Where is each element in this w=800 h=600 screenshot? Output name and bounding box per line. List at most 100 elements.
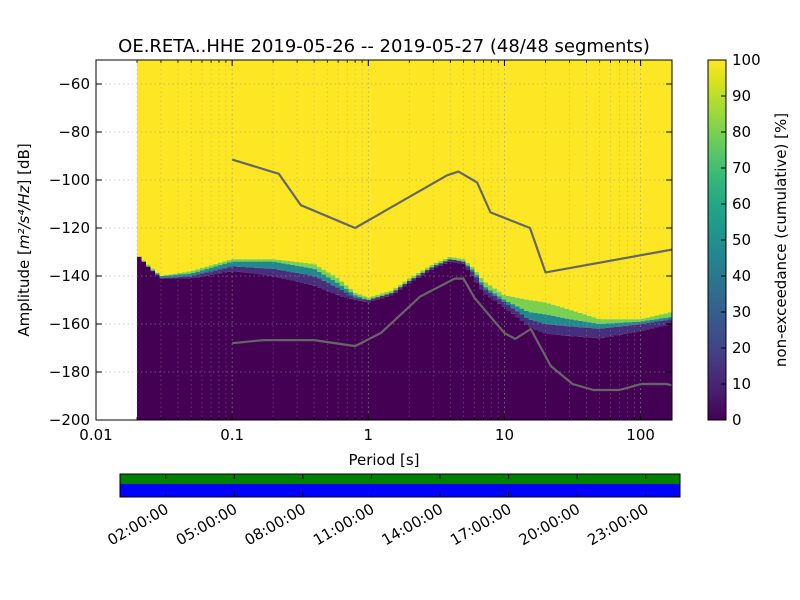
heatmap-cell xyxy=(244,259,251,262)
heatmap-cell xyxy=(649,319,656,323)
heatmap-cell xyxy=(388,60,395,291)
heatmap-cell xyxy=(577,336,584,420)
heatmap-cell xyxy=(361,60,368,297)
heatmap-cell xyxy=(582,337,588,420)
heatmap-cell xyxy=(226,271,233,420)
heatmap-cell xyxy=(352,297,359,301)
heatmap-cell xyxy=(487,60,494,286)
heatmap-cell xyxy=(159,275,165,279)
heatmap-cell xyxy=(339,285,345,291)
heatmap-cell xyxy=(505,301,512,306)
heatmap-cell xyxy=(622,325,629,334)
heatmap-cell xyxy=(240,267,246,273)
heatmap-cell xyxy=(271,261,278,269)
heatmap-cell xyxy=(199,267,206,271)
heatmap-cell xyxy=(361,301,368,420)
heatmap-cell xyxy=(420,275,426,420)
heatmap-cell xyxy=(370,296,377,299)
heatmap-cell xyxy=(528,312,534,320)
heatmap-cell xyxy=(667,312,672,318)
heatmap-cell xyxy=(424,272,431,420)
heatmap-cell xyxy=(357,296,363,299)
heatmap-cell xyxy=(465,60,471,263)
heatmap-cell xyxy=(429,269,435,420)
heatmap-cell xyxy=(294,261,300,266)
heatmap-cell xyxy=(528,60,534,301)
heatmap-cell xyxy=(577,60,584,314)
heatmap-cell xyxy=(442,261,449,264)
heatmap-cell xyxy=(393,292,399,420)
heatmap-cell xyxy=(298,60,305,263)
heatmap-cell xyxy=(478,60,485,278)
heatmap-cell xyxy=(172,277,179,279)
plot-frame xyxy=(95,59,673,421)
psd-plot: 0.01 0.1 1 10 100 −60 −80 −100 −120 −140 −160 −180… xyxy=(49,59,673,444)
heatmap-cell xyxy=(546,60,552,304)
heatmap-cell xyxy=(285,271,291,280)
heatmap-cell xyxy=(591,317,597,324)
heatmap-cell xyxy=(609,319,615,324)
heatmap-cell xyxy=(366,297,372,300)
heatmap-cell xyxy=(613,319,620,324)
heatmap-cell xyxy=(186,273,192,277)
heatmap-cell xyxy=(321,274,327,281)
heatmap-cell xyxy=(442,258,449,262)
heatmap-cell xyxy=(388,293,395,296)
grid-lines xyxy=(96,60,672,420)
heatmap-cell xyxy=(568,310,575,320)
colorbar-tick-label: 60 xyxy=(732,195,751,213)
heatmap-cell xyxy=(226,60,233,261)
heatmap-cell xyxy=(339,281,345,286)
heatmap-cell xyxy=(523,324,530,420)
heatmap-cell xyxy=(249,60,255,260)
heatmap-cell xyxy=(595,328,602,339)
heatmap-cell xyxy=(483,294,489,420)
heatmap-cell xyxy=(303,274,309,284)
heatmap-cell xyxy=(586,337,593,420)
heatmap-cell xyxy=(627,322,633,326)
heatmap-cell xyxy=(312,264,318,270)
heatmap-cell xyxy=(249,273,255,420)
heatmap-cell xyxy=(523,317,530,325)
heatmap-cell xyxy=(384,296,390,420)
heatmap-cell xyxy=(438,263,444,266)
heatmap-cell xyxy=(244,272,251,420)
heatmap-cell xyxy=(640,323,647,331)
heatmap-cell xyxy=(465,266,471,270)
heatmap-cell xyxy=(460,60,467,260)
heatmap-cell xyxy=(312,60,318,265)
heatmap-cell xyxy=(604,323,611,328)
heatmap-cell xyxy=(352,292,359,296)
colorbar-tick-label: 50 xyxy=(732,231,751,249)
heatmap-cell xyxy=(465,262,471,266)
heatmap-cell xyxy=(397,287,404,290)
heatmap-cell xyxy=(483,287,489,290)
heatmap-cell xyxy=(550,334,557,420)
timeline-tick-label: 17:00:00 xyxy=(447,500,514,549)
heatmap-cell xyxy=(379,295,386,299)
heatmap-cell xyxy=(307,284,314,420)
heatmap-cell xyxy=(159,278,165,420)
heatmap-cell xyxy=(321,289,327,420)
heatmap-cell xyxy=(343,285,350,289)
colorbar-tick-label: 40 xyxy=(732,267,751,285)
heatmap-cell xyxy=(154,272,161,274)
heatmap-cell xyxy=(559,317,566,326)
heatmap-cell xyxy=(573,311,579,321)
heatmap-cell xyxy=(271,259,278,262)
chart-title: OE.RETA..HHE 2019-05-26 -- 2019-05-27 (4… xyxy=(118,36,650,57)
heatmap-cell xyxy=(141,60,147,261)
heatmap-cell xyxy=(609,336,615,420)
heatmap-cell xyxy=(451,60,458,258)
heatmap-cell xyxy=(424,270,431,273)
colorbar-tick-label: 0 xyxy=(732,411,742,429)
heatmap-cell xyxy=(357,300,363,420)
heatmap-cell xyxy=(478,282,485,285)
heatmap-cell xyxy=(271,268,278,277)
heatmap-cell xyxy=(496,296,503,299)
heatmap-cell xyxy=(375,299,381,420)
heatmap-cell xyxy=(172,274,179,278)
heatmap-cell xyxy=(433,267,440,420)
timeline-frame xyxy=(119,473,681,498)
heatmap-cell xyxy=(150,268,156,271)
